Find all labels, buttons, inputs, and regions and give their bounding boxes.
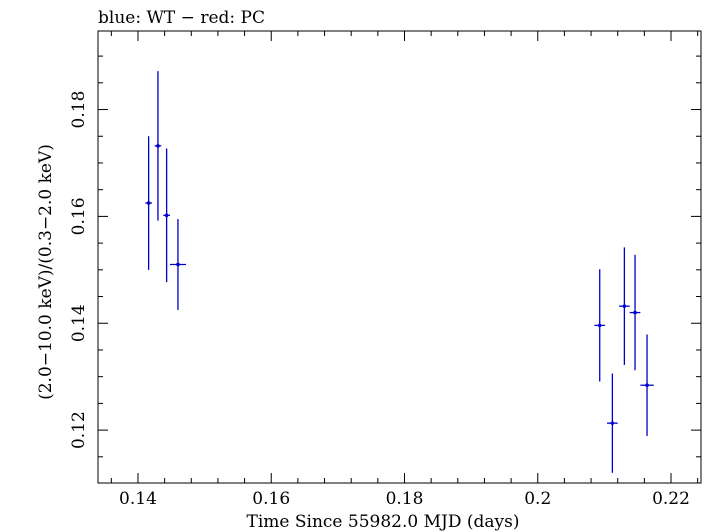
y-tick-label: 0.12 bbox=[69, 411, 89, 449]
x-tick-label: 0.22 bbox=[652, 489, 690, 509]
x-axis-label: Time Since 55982.0 MJD (days) bbox=[247, 512, 520, 532]
tick-labels: 0.14 0.16 0.18 0.2 0.22 0.12 0.14 0.16 0.18 bbox=[69, 91, 690, 509]
data-point bbox=[607, 373, 618, 473]
x-tick-label: 0.16 bbox=[252, 489, 290, 509]
x-tick-label: 0.14 bbox=[119, 489, 157, 509]
point-marker bbox=[645, 383, 649, 388]
y-tick-label: 0.14 bbox=[69, 304, 89, 342]
y-tick-label: 0.16 bbox=[69, 197, 89, 235]
point-marker bbox=[622, 304, 627, 308]
point-marker bbox=[146, 201, 151, 205]
y-tick-label: 0.18 bbox=[69, 91, 89, 129]
data-point bbox=[169, 219, 186, 310]
data-points bbox=[145, 71, 654, 473]
data-point bbox=[629, 254, 641, 371]
plot-frame bbox=[97, 30, 702, 484]
point-marker bbox=[156, 144, 160, 148]
point-marker bbox=[633, 310, 637, 315]
data-point bbox=[154, 71, 162, 221]
data-point bbox=[640, 334, 654, 436]
x-tick-label: 0.2 bbox=[524, 489, 551, 509]
data-point bbox=[594, 269, 606, 382]
point-marker bbox=[164, 213, 169, 218]
point-marker bbox=[176, 262, 180, 267]
chart-title: blue: WT − red: PC bbox=[98, 8, 265, 28]
axis-ticks bbox=[98, 31, 701, 483]
point-marker bbox=[610, 421, 615, 425]
data-point bbox=[145, 136, 152, 270]
y-axis-label: (2.0−10.0 keV)/(0.3−2.0 keV) bbox=[36, 144, 56, 400]
data-point bbox=[163, 148, 170, 283]
data-point bbox=[619, 247, 630, 365]
point-marker bbox=[597, 323, 602, 328]
x-tick-label: 0.18 bbox=[386, 489, 424, 509]
